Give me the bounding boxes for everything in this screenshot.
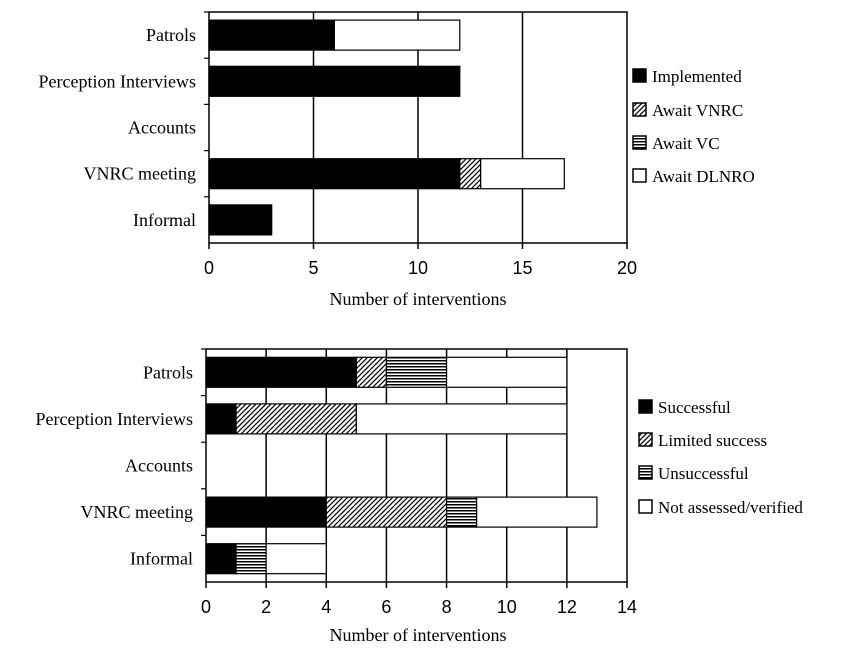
category-label-informal: Informal (130, 549, 193, 569)
x-tick-label: 0 (201, 597, 211, 617)
x-tick-label: 20 (617, 258, 637, 278)
bar-informal-not-assessed-verified (265, 543, 327, 575)
x-tick-label: 10 (497, 597, 517, 617)
bar-perception-interviews-successful (205, 403, 237, 435)
bar-perception-interviews-not-assessed-verified (355, 403, 568, 435)
legend-swatch-unsuccessful (638, 465, 653, 480)
bar-vnrc-meeting-not-assessed-verified (476, 496, 598, 528)
category-label-informal: Informal (133, 210, 196, 230)
x-tick-label: 15 (512, 258, 532, 278)
legend-swatch-implemented (632, 68, 647, 83)
bar-patrols-unsuccessful (385, 356, 448, 388)
x-tick-label: 5 (308, 258, 318, 278)
legend-swatch-await-dlnro (632, 168, 647, 183)
bar-patrols-not-assessed-verified (445, 356, 568, 388)
legend-label-not-assessed-verified: Not assessed/verified (658, 498, 803, 517)
category-label-vnrc-meeting: VNRC meeting (81, 502, 194, 522)
x-axis-label: Number of interventions (330, 625, 507, 645)
category-label-perception-interviews: Perception Interviews (39, 71, 196, 91)
legend-label-implemented: Implemented (652, 67, 742, 86)
bar-patrols-implemented (208, 19, 336, 51)
bar-patrols-limited-success (355, 356, 388, 388)
intervention-status-chart: 0 5 10 15 20 Patrols Perception Interviews Acco… (39, 11, 755, 309)
bar-vnrc-meeting-successful (205, 496, 327, 528)
intervention-outcome-chart: 0 2 4 6 8 10 12 14 Patrols Perception Interviews A… (36, 348, 803, 645)
bar-vnrc-meeting-limited-success (325, 496, 448, 528)
category-label-patrols: Patrols (143, 362, 193, 382)
category-label-accounts: Accounts (128, 118, 196, 138)
legend-label-await-dlnro: Await DLNRO (652, 167, 755, 186)
x-tick-label: 8 (442, 597, 452, 617)
x-tick-label: 6 (381, 597, 391, 617)
legend-label-await-vnrc: Await VNRC (652, 101, 743, 120)
legend-swatch-successful (638, 399, 653, 414)
category-label-perception-interviews: Perception Interviews (36, 409, 193, 429)
category-label-vnrc-meeting: VNRC meeting (84, 164, 197, 184)
x-tick-label: 14 (617, 597, 637, 617)
legend-label-unsuccessful: Unsuccessful (658, 464, 749, 483)
bar-patrols-successful (205, 356, 357, 388)
legend-swatch-limited-success (638, 432, 653, 447)
x-tick-label: 2 (261, 597, 271, 617)
x-axis-label: Number of interventions (330, 289, 507, 309)
legend-swatch-await-vc (632, 135, 647, 150)
legend-label-limited-success: Limited success (658, 431, 767, 450)
legend-swatch-not-assessed-verified (638, 499, 653, 514)
x-tick-label: 10 (408, 258, 428, 278)
category-label-accounts: Accounts (125, 456, 193, 476)
bar-patrols-await-dlnro (333, 19, 461, 51)
legend-swatch-await-vnrc (632, 102, 647, 117)
bar-perception-interviews-implemented (208, 65, 461, 97)
x-tick-label: 12 (557, 597, 577, 617)
legend-label-successful: Successful (658, 398, 731, 417)
bar-perception-interviews-limited-success (235, 403, 357, 435)
x-tick-label: 0 (204, 258, 214, 278)
category-label-patrols: Patrols (146, 25, 196, 45)
bar-informal-successful (205, 543, 237, 575)
bar-informal-implemented (208, 204, 273, 236)
legend-label-await-vc: Await VC (652, 134, 720, 153)
bar-informal-unsuccessful (235, 543, 267, 575)
bar-vnrc-meeting-await-vnrc (459, 158, 482, 190)
bar-vnrc-meeting-await-dlnro (480, 158, 565, 190)
x-tick-label: 4 (321, 597, 331, 617)
bar-vnrc-meeting-unsuccessful (445, 496, 478, 528)
bar-vnrc-meeting-implemented (208, 158, 461, 190)
